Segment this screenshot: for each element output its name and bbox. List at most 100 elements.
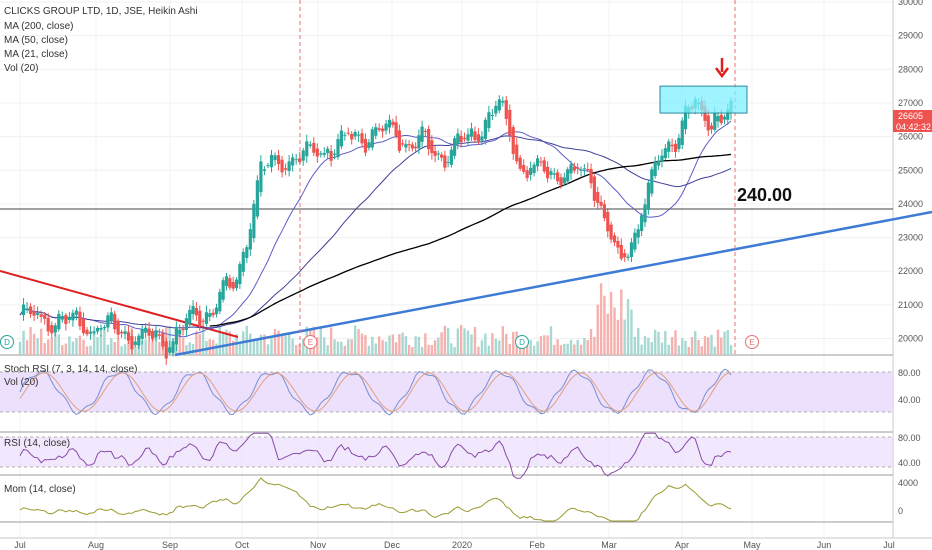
- candle-body: [623, 253, 627, 258]
- volume-bar: [71, 341, 75, 355]
- volume-bar: [340, 341, 343, 355]
- volume-bar: [168, 326, 171, 355]
- time-axis[interactable]: Jul Aug Sep Oct Nov Dec 2020 Feb Mar Apr May Jun Jul: [0, 537, 932, 550]
- candle-body: [722, 116, 727, 120]
- candlesticks: [21, 95, 733, 365]
- volume-bar: [573, 344, 576, 355]
- volume-bar: [323, 337, 326, 355]
- volume-bar: [427, 344, 430, 355]
- candle-body: [650, 169, 654, 194]
- time-tick-label: Aug: [88, 540, 104, 550]
- candle-body: [245, 247, 249, 259]
- price-axis[interactable]: 30000 29000 28000 27000 26000 25000 24000 23000…: [892, 0, 932, 550]
- volume-bar: [589, 329, 593, 355]
- volume-bar: [388, 335, 391, 355]
- volume-bar: [512, 332, 515, 355]
- time-tick-label: Jul: [883, 540, 895, 550]
- candle-body: [719, 114, 723, 123]
- volume-bar: [553, 345, 556, 355]
- volume-bar: [480, 340, 484, 355]
- volume-bar: [350, 339, 353, 355]
- candle-body: [609, 224, 613, 240]
- candle-body: [360, 133, 364, 144]
- candle-body: [414, 146, 418, 149]
- earnings-marker[interactable]: [745, 335, 759, 349]
- price-tick-label: 28000: [898, 64, 923, 74]
- volume-bar: [532, 345, 536, 355]
- volume-bar: [147, 341, 151, 355]
- volume-bar: [637, 327, 640, 355]
- volume-bar: [508, 343, 511, 355]
- candle-body: [301, 150, 305, 161]
- candle-body: [238, 264, 242, 285]
- volume-bar: [424, 333, 427, 355]
- volume-bar: [252, 339, 256, 355]
- candle-body: [356, 134, 361, 136]
- countdown-label: 04:42:32: [896, 122, 931, 132]
- candle-body: [211, 312, 215, 316]
- stoch-vol-label: Vol (20): [4, 377, 38, 388]
- volume-bar: [43, 343, 46, 355]
- candle-body: [92, 331, 96, 333]
- dividend-marker[interactable]: [0, 335, 14, 349]
- candle-body: [161, 333, 165, 347]
- event-marker-label: D: [4, 338, 10, 347]
- candle-body: [367, 142, 371, 148]
- candle-body: [443, 155, 447, 168]
- candle-body: [119, 331, 124, 334]
- momentum-line: [19, 477, 732, 522]
- volume-bar: [384, 341, 388, 355]
- rsi-pane[interactable]: [0, 432, 893, 479]
- candle-body: [221, 280, 225, 300]
- candle-body: [483, 119, 487, 139]
- earnings-marker[interactable]: [303, 335, 318, 349]
- candle-body: [589, 168, 593, 184]
- candle-body: [579, 169, 583, 171]
- volume-bar: [99, 334, 103, 355]
- volume-bar: [61, 345, 64, 355]
- time-tick-label: Jun: [817, 540, 832, 550]
- volume-bar: [579, 344, 583, 355]
- level-annotation: 240.00: [737, 185, 792, 205]
- volume-bar: [398, 334, 401, 355]
- candle-body: [397, 130, 401, 151]
- candle-body: [291, 157, 295, 166]
- candle-body: [312, 142, 316, 153]
- volume-bar: [75, 338, 78, 355]
- volume-bar: [703, 336, 707, 355]
- volume-bar: [106, 344, 110, 355]
- main-pane[interactable]: [0, 0, 893, 355]
- candle-body: [36, 312, 40, 315]
- volume-bar: [556, 339, 559, 355]
- candle-body: [326, 148, 330, 154]
- candle-body: [137, 336, 141, 346]
- volume-bar: [113, 342, 116, 355]
- volume-bar: [18, 341, 22, 355]
- volume-bar: [141, 340, 144, 355]
- dividend-marker[interactable]: [515, 335, 529, 349]
- volume-bar: [609, 291, 613, 355]
- candle-body: [294, 159, 298, 161]
- momentum-pane[interactable]: [19, 477, 732, 522]
- candle-body: [562, 177, 566, 184]
- volume-bar: [195, 331, 198, 355]
- candle-body: [154, 330, 158, 338]
- candle-body: [525, 170, 529, 179]
- candle-body: [446, 161, 450, 163]
- candle-body: [494, 105, 498, 114]
- volume-bar: [697, 339, 700, 355]
- candle-body: [234, 279, 239, 289]
- stoch-rsi-pane[interactable]: [0, 368, 893, 416]
- candle-body: [616, 240, 620, 248]
- volume-bar: [103, 327, 106, 355]
- volume-bar: [660, 342, 664, 355]
- volume-bar: [459, 325, 463, 355]
- candle-body: [95, 327, 100, 332]
- volume-bar: [446, 327, 450, 355]
- candle-body: [284, 168, 288, 170]
- volume-bar: [225, 329, 228, 355]
- candle-body: [683, 105, 688, 130]
- oscillator-axis: 80.00 40.00 80.00 40.00 4000 0: [898, 368, 921, 516]
- candle-body: [57, 313, 61, 330]
